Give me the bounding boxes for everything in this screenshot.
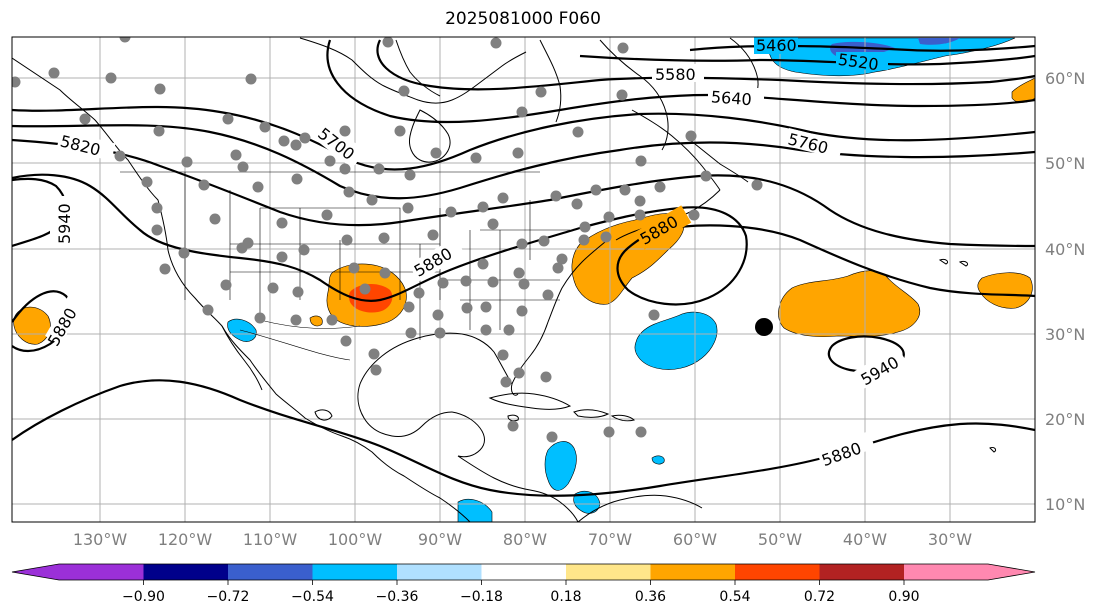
colorbar-tick-label: −0.90 — [122, 589, 165, 605]
contour-5880-south — [12, 379, 1035, 497]
lat-label-60n: 60°N — [1045, 69, 1085, 88]
lat-label-40n: 40°N — [1045, 240, 1085, 259]
lat-label-20n: 20°N — [1045, 410, 1085, 429]
contour-5520 — [579, 54, 1035, 66]
lon-label: 100°W — [328, 530, 383, 549]
colorbar-segment — [566, 564, 651, 580]
latitude-labels: 60°N 50°N 40°N 30°N 20°N 10°N — [1045, 69, 1085, 514]
colorbar-segment — [650, 564, 735, 580]
lon-label: 30°W — [928, 530, 972, 549]
lon-label: 130°W — [73, 530, 128, 549]
map-title: 2025081000 F060 — [445, 9, 601, 29]
anomaly-region-texas-small — [309, 315, 323, 327]
lon-label: 50°W — [758, 530, 802, 549]
colorbar-extend-max — [904, 564, 1035, 580]
anomaly-region-arctic-orange — [1011, 77, 1035, 103]
colorbar-segment — [481, 564, 566, 580]
colorbar-tick-label: 0.72 — [804, 589, 835, 605]
colorbar-segment — [397, 564, 482, 580]
contour-label: 5940 — [55, 203, 74, 244]
colorbar-tick-label: 0.90 — [888, 589, 919, 605]
lat-label-50n: 50°N — [1045, 154, 1085, 173]
map-content: 5460 5520 5580 5640 5700 5760 5820 5880 … — [12, 36, 1035, 522]
contour-label: 5460 — [756, 36, 797, 55]
colorbar-tick-label: −0.18 — [460, 589, 503, 605]
lon-label: 90°W — [418, 530, 462, 549]
lon-label: 120°W — [158, 530, 213, 549]
colorbar-tick-label: −0.54 — [291, 589, 334, 605]
contour-label: 5640 — [710, 87, 752, 109]
anomaly-region-central-atlantic-orange — [778, 270, 920, 338]
colorbar-segment — [819, 564, 904, 580]
colorbar-tick-label: 0.54 — [719, 589, 750, 605]
lat-label-30n: 30°N — [1045, 325, 1085, 344]
political-borders — [120, 171, 570, 361]
colorbar-segment — [143, 564, 228, 580]
contour-5640 — [326, 39, 1035, 124]
contour-5820 — [12, 138, 1035, 248]
anomaly-region-small-cyan — [651, 455, 665, 465]
storm-center-marker — [755, 318, 773, 336]
colorbar-segment — [228, 564, 313, 580]
lon-label: 80°W — [503, 530, 547, 549]
colorbar-segment — [312, 564, 397, 580]
colorbar-tick-label: 0.18 — [550, 589, 581, 605]
colorbar-tick-label: 0.36 — [635, 589, 666, 605]
lon-label: 110°W — [243, 530, 298, 549]
lat-label-10n: 10°N — [1045, 495, 1085, 514]
colorbar-tick-label: −0.72 — [207, 589, 250, 605]
colorbar: −0.90 −0.72 −0.54 −0.36 −0.18 0.18 0.36 … — [11, 563, 1036, 605]
coastlines — [12, 37, 997, 522]
colorbar-segment — [735, 564, 820, 580]
colorbar-tick-label: −0.36 — [376, 589, 419, 605]
contour-5460 — [689, 44, 1035, 52]
lon-label: 60°W — [673, 530, 717, 549]
anomaly-region-atlantic-cyan — [634, 311, 718, 370]
anomaly-region-south-america-cyan — [573, 491, 601, 514]
lon-label: 40°W — [843, 530, 887, 549]
anomaly-region-southern-plains-red — [348, 284, 393, 313]
anomaly-region-central-america-cyan — [457, 499, 493, 522]
colorbar-segment — [59, 564, 144, 580]
colorbar-extend-min — [12, 564, 59, 580]
map-border — [11, 36, 1036, 523]
contour-labels: 5460 5520 5580 5640 5700 5760 5820 5880 … — [44, 36, 908, 470]
anomaly-region-caribbean-cyan — [544, 441, 577, 491]
lon-label: 70°W — [588, 530, 632, 549]
contour-label: 5580 — [655, 65, 696, 84]
contour-5700 — [12, 105, 1035, 171]
station-markers — [12, 37, 763, 443]
longitude-labels: 130°W 120°W 110°W 100°W 90°W 80°W 70°W 6… — [73, 530, 972, 549]
anomaly-region-east-atlantic-orange — [977, 272, 1033, 309]
